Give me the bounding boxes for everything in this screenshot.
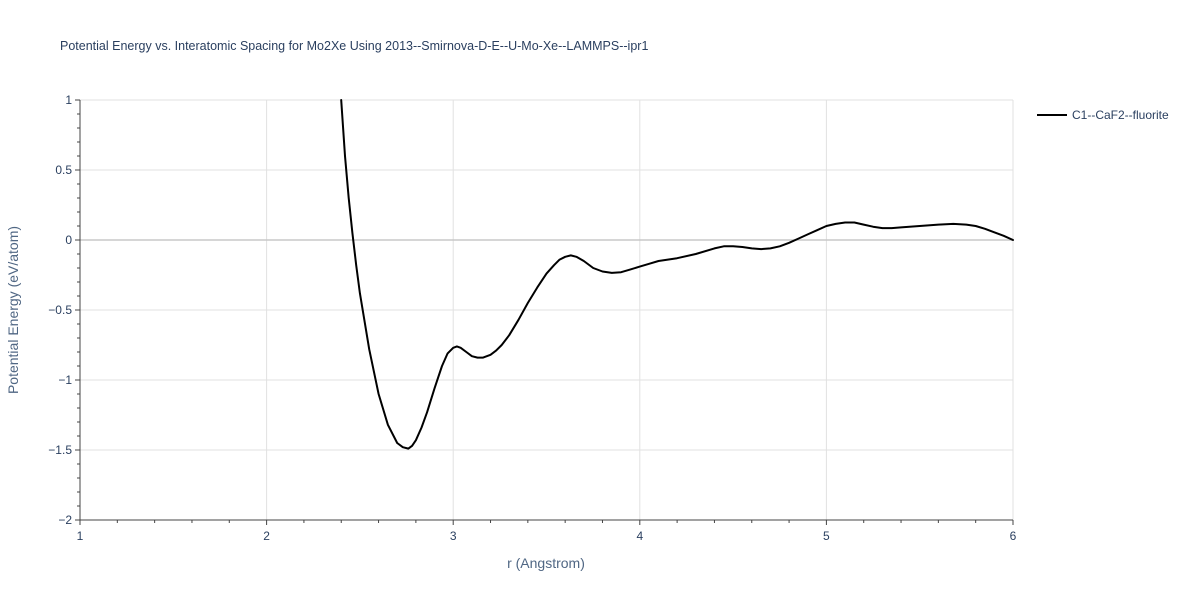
y-ticks: 1 0.5 0 −0.5 −1 −1.5 −2 (48, 93, 80, 527)
y-tick-label: 1 (65, 93, 72, 107)
legend-label: C1--CaF2--fluorite (1072, 108, 1169, 122)
chart-title: Potential Energy vs. Interatomic Spacing… (60, 39, 648, 53)
legend[interactable]: C1--CaF2--fluorite (1037, 108, 1169, 122)
y-tick-label: 0 (65, 233, 72, 247)
grid (80, 99, 1014, 520)
y-tick-label: −0.5 (48, 303, 72, 317)
series-line-0[interactable] (340, 99, 1014, 450)
x-tick-label: 5 (823, 529, 830, 543)
y-tick-label: −1 (58, 373, 72, 387)
y-axis-title: Potential Energy (eV/atom) (5, 226, 21, 394)
y-tick-label: −1.5 (48, 443, 72, 457)
x-tick-label: 4 (636, 529, 643, 543)
x-ticks: 1 2 3 4 5 6 (77, 520, 1017, 543)
x-axis-title: r (Angstrom) (507, 555, 585, 571)
y-tick-label: 0.5 (55, 163, 72, 177)
x-tick-label: 1 (77, 529, 84, 543)
y-tick-label: −2 (58, 513, 72, 527)
x-tick-label: 2 (263, 529, 270, 543)
x-tick-label: 6 (1010, 529, 1017, 543)
x-tick-label: 3 (450, 529, 457, 543)
series-group (340, 99, 1014, 450)
